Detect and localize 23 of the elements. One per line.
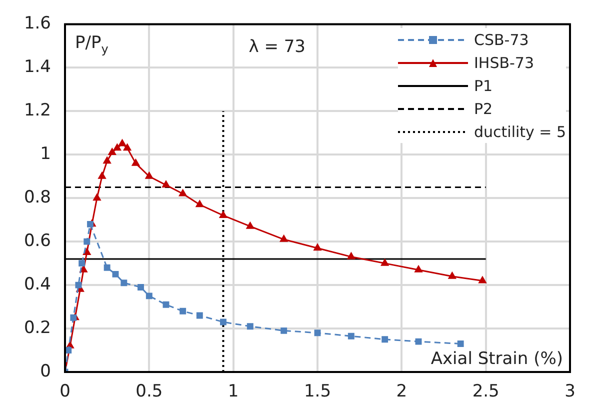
x-tick-label: 1.5 xyxy=(304,382,332,402)
annotation: λ = 73 xyxy=(248,37,306,58)
legend-label: ductility = 5 xyxy=(474,122,566,141)
x-tick-label: 1 xyxy=(228,382,239,402)
x-tick-label: 0.5 xyxy=(136,382,163,402)
legend-label: P2 xyxy=(474,100,493,118)
legend-label: IHSB-73 xyxy=(474,54,534,72)
x-axis-title: Axial Strain (%) xyxy=(430,349,563,369)
x-tick-label: 2.5 xyxy=(472,382,500,402)
legend-label: P1 xyxy=(474,76,493,95)
y-tick-label: 1.4 xyxy=(24,57,51,78)
y-tick-label: 0 xyxy=(40,361,51,382)
y-tick-label: 1 xyxy=(40,144,51,164)
y-tick-label: 0.4 xyxy=(24,274,51,294)
y-tick-label: 0.6 xyxy=(24,230,51,251)
y-tick-label: 0.2 xyxy=(24,318,51,338)
y-tick-label: 0.8 xyxy=(24,188,51,208)
y-tick-label: 1.2 xyxy=(24,100,51,121)
y-tick-label: 1.6 xyxy=(24,14,51,34)
x-tick-label: 3 xyxy=(564,382,576,402)
legend-label: CSB-73 xyxy=(474,30,529,49)
x-tick-label: 2 xyxy=(396,382,408,402)
x-tick-label: 0 xyxy=(60,382,70,402)
